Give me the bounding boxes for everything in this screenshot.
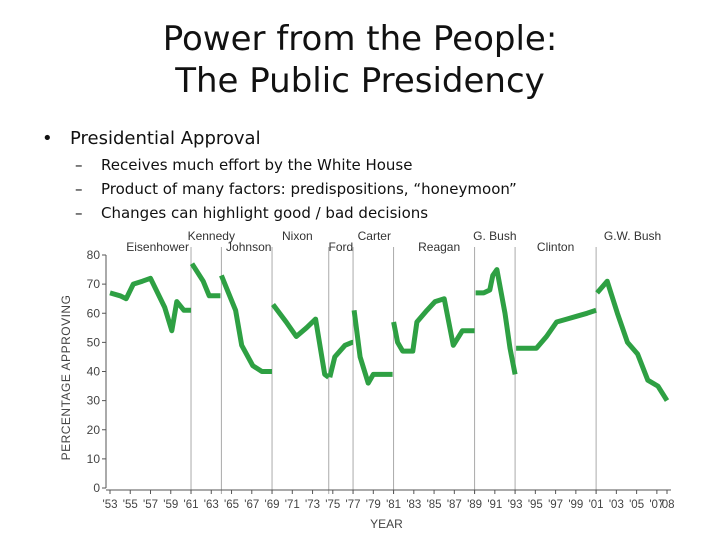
president-label: Ford — [329, 240, 354, 254]
bullet-text: Presidential Approval — [70, 128, 261, 149]
president-label: Kennedy — [188, 229, 235, 243]
bullet-marker: • — [42, 128, 53, 149]
x-tick-label: '69 — [265, 499, 280, 511]
sub-marker: – — [75, 156, 83, 174]
series-line-eisenhower — [109, 275, 191, 334]
x-tick-label: '81 — [386, 499, 401, 511]
y-tick-label: 50 — [87, 335, 101, 349]
x-tick-label: '63 — [204, 499, 219, 511]
y-tick-label: 30 — [87, 394, 101, 408]
series-line-clinton — [516, 307, 597, 351]
x-tick-label: '61 — [184, 499, 199, 511]
x-tick-label: '08 — [660, 499, 675, 511]
president-label: Eisenhower — [126, 240, 189, 254]
x-tick-label: '03 — [609, 499, 624, 511]
x-tick-label: '99 — [568, 499, 583, 511]
x-tick-label: '53 — [103, 499, 118, 511]
x-axis-title: YEAR — [370, 517, 403, 531]
slide-title: Power from the People: The Public Presid… — [0, 18, 720, 102]
x-tick-label: '73 — [305, 499, 320, 511]
president-label: Clinton — [537, 240, 574, 254]
title-line-1: Power from the People: — [162, 19, 558, 59]
president-label: G. Bush — [473, 229, 516, 243]
x-tick-label: '89 — [467, 499, 482, 511]
x-tick-label: '75 — [325, 499, 340, 511]
y-tick-label: 80 — [87, 248, 101, 262]
y-tick-label: 20 — [87, 423, 101, 437]
x-tick-label: '87 — [447, 499, 462, 511]
president-label: G.W. Bush — [604, 229, 661, 243]
x-tick-label: '77 — [346, 499, 361, 511]
sub-marker: – — [75, 204, 83, 222]
president-label: Reagan — [418, 240, 460, 254]
sub-point-text: Receives much effort by the White House — [101, 156, 413, 174]
x-tick-label: '83 — [406, 499, 421, 511]
x-tick-label: '01 — [589, 499, 604, 511]
series-line-nixon — [271, 302, 331, 380]
y-tick-label: 0 — [93, 481, 100, 495]
series-line-johnson — [219, 274, 272, 374]
series-line-carter — [351, 309, 393, 386]
x-tick-label: '07 — [649, 499, 664, 511]
x-tick-label: '67 — [244, 499, 259, 511]
series-line-ford — [327, 339, 355, 378]
title-line-2: The Public Presidency — [175, 61, 545, 101]
y-axis-title: PERCENTAGE APPROVING — [59, 295, 73, 461]
sub-point-text: Changes can highlight good / bad decisio… — [101, 204, 429, 222]
y-tick-label: 70 — [87, 277, 101, 291]
y-tick-label: 40 — [87, 365, 101, 379]
x-tick-label: '65 — [224, 499, 239, 511]
president-label: Nixon — [282, 229, 313, 243]
x-tick-label: '05 — [629, 499, 644, 511]
x-tick-label: '71 — [285, 499, 300, 511]
y-tick-label: 60 — [87, 306, 101, 320]
sub-point-text: Product of many factors: predispositions… — [101, 180, 517, 198]
president-label: Johnson — [226, 240, 271, 254]
x-tick-label: '85 — [427, 499, 442, 511]
x-tick-label: '79 — [366, 499, 381, 511]
x-tick-label: '95 — [528, 499, 543, 511]
series-line-g-bush — [475, 267, 518, 375]
x-tick-label: '91 — [487, 499, 502, 511]
sub-marker: – — [75, 180, 83, 198]
x-tick-label: '97 — [548, 499, 563, 511]
series-line-reagan — [391, 296, 475, 354]
x-tick-label: '55 — [123, 499, 138, 511]
series-line-kennedy — [189, 262, 221, 299]
y-tick-label: 10 — [87, 452, 101, 466]
x-tick-label: '93 — [508, 499, 523, 511]
president-label: Carter — [358, 229, 391, 243]
x-tick-label: '59 — [163, 499, 178, 511]
series-line-g-w-bush — [595, 278, 670, 402]
x-tick-label: '57 — [143, 499, 158, 511]
